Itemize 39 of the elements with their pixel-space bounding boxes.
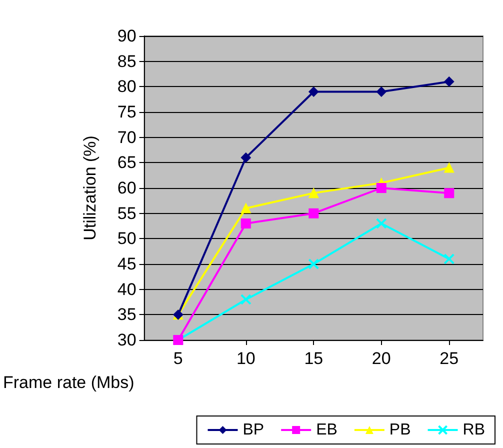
y-tick-label: 75	[117, 102, 136, 122]
point	[308, 86, 319, 97]
y-tick-label: 85	[117, 52, 136, 71]
y-tick-label: 80	[117, 77, 136, 96]
y-axis-title: Utilization (%)	[80, 136, 100, 240]
y-tick-label: 40	[117, 280, 136, 299]
x-axis-title: Frame rate (Mbs)	[2, 373, 134, 392]
point	[376, 86, 386, 97]
y-tick-label: 50	[117, 229, 136, 248]
y-tick-label: 30	[117, 330, 136, 350]
y-tick-label: 55	[117, 204, 136, 223]
legend-label: BP	[242, 422, 264, 438]
point	[240, 203, 251, 214]
point	[308, 258, 320, 270]
x-tick-label: 5	[173, 349, 183, 368]
point	[240, 218, 251, 228]
point	[444, 76, 454, 87]
x-tick-label: 25	[440, 349, 459, 368]
legend-label: PB	[389, 422, 411, 438]
x-tick-label: 20	[372, 349, 391, 368]
x-tick-label: 10	[236, 349, 256, 368]
y-tick-label: 45	[117, 254, 136, 274]
y-tick-label: 60	[117, 178, 136, 198]
y-tick-label: 70	[117, 128, 136, 147]
point	[240, 152, 251, 163]
point	[240, 294, 252, 305]
point	[308, 208, 319, 218]
point	[444, 162, 454, 173]
legend-label: EB	[316, 422, 338, 438]
point	[376, 183, 386, 193]
point	[444, 188, 454, 198]
y-tick-label: 90	[117, 26, 136, 46]
y-tick-label: 65	[117, 153, 136, 172]
x-tick-label: 15	[304, 349, 324, 368]
legend-label: RB	[462, 422, 486, 438]
point	[444, 253, 455, 264]
point	[376, 218, 387, 229]
point	[308, 188, 319, 198]
y-tick-label: 35	[117, 305, 136, 324]
